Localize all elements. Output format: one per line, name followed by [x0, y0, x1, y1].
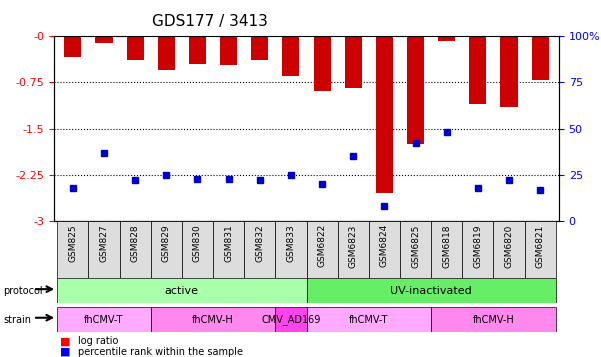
FancyBboxPatch shape [431, 307, 556, 332]
Text: GSM832: GSM832 [255, 224, 265, 265]
Bar [376, 36, 393, 193]
Bar [282, 36, 299, 76]
Text: GSM831: GSM831 [224, 224, 233, 262]
Text: percentile rank within the sample: percentile rank within the sample [78, 347, 243, 357]
Bar [96, 36, 112, 43]
Text: GSM833: GSM833 [286, 224, 296, 265]
Text: fhCMV-H: fhCMV-H [192, 315, 234, 325]
Text: UV-inactivated: UV-inactivated [390, 286, 472, 296]
Text: GSM828: GSM828 [130, 224, 139, 262]
FancyBboxPatch shape [369, 221, 400, 278]
FancyBboxPatch shape [151, 221, 182, 278]
Text: ■: ■ [60, 336, 70, 346]
Text: GSM830: GSM830 [192, 224, 203, 265]
Text: GSM831: GSM831 [224, 224, 234, 265]
FancyBboxPatch shape [57, 278, 307, 303]
Bar [64, 36, 81, 57]
Text: GSM6819: GSM6819 [473, 224, 483, 271]
Text: GSM827: GSM827 [99, 224, 108, 262]
FancyBboxPatch shape [307, 221, 338, 278]
Text: GSM829: GSM829 [161, 224, 171, 265]
Bar [314, 36, 331, 91]
Bar [345, 36, 362, 88]
FancyBboxPatch shape [307, 307, 431, 332]
FancyBboxPatch shape [57, 307, 151, 332]
Text: GSM833: GSM833 [287, 224, 296, 262]
Text: ■: ■ [60, 347, 70, 357]
Text: GSM6818: GSM6818 [442, 224, 451, 268]
Text: GSM6821: GSM6821 [535, 224, 545, 271]
Text: strain: strain [3, 315, 31, 325]
Text: GSM6820: GSM6820 [505, 224, 514, 267]
Text: GSM825: GSM825 [68, 224, 78, 265]
Bar [251, 36, 268, 60]
Text: protocol: protocol [3, 286, 43, 296]
Text: GSM832: GSM832 [255, 224, 264, 262]
Text: GSM6823: GSM6823 [348, 224, 358, 271]
Text: GSM829: GSM829 [162, 224, 171, 262]
FancyBboxPatch shape [462, 221, 493, 278]
Bar [501, 36, 517, 107]
FancyBboxPatch shape [493, 221, 525, 278]
Text: log ratio: log ratio [78, 336, 118, 346]
FancyBboxPatch shape [57, 221, 88, 278]
Bar [438, 36, 456, 41]
Text: active: active [165, 286, 199, 296]
Text: GSM6821: GSM6821 [535, 224, 545, 267]
Text: GSM6824: GSM6824 [380, 224, 389, 267]
Bar [189, 36, 206, 64]
Text: GSM6818: GSM6818 [442, 224, 452, 271]
FancyBboxPatch shape [338, 221, 369, 278]
Text: GSM828: GSM828 [130, 224, 140, 265]
FancyBboxPatch shape [431, 221, 462, 278]
FancyBboxPatch shape [213, 221, 244, 278]
Text: fhCMV-T: fhCMV-T [349, 315, 388, 325]
Bar [127, 36, 144, 60]
Text: GSM827: GSM827 [99, 224, 109, 265]
Text: fhCMV-H: fhCMV-H [472, 315, 514, 325]
Text: GSM6820: GSM6820 [504, 224, 514, 271]
FancyBboxPatch shape [88, 221, 120, 278]
Text: fhCMV-T: fhCMV-T [84, 315, 124, 325]
Text: GSM825: GSM825 [69, 224, 78, 262]
Bar [220, 36, 237, 65]
FancyBboxPatch shape [307, 278, 556, 303]
Text: GDS177 / 3413: GDS177 / 3413 [153, 14, 268, 29]
Bar [157, 36, 175, 70]
FancyBboxPatch shape [244, 221, 275, 278]
Text: GSM6825: GSM6825 [411, 224, 420, 267]
Text: GSM6823: GSM6823 [349, 224, 358, 267]
Text: GSM6819: GSM6819 [474, 224, 483, 268]
Text: GSM6824: GSM6824 [379, 224, 389, 271]
Text: GSM6822: GSM6822 [317, 224, 327, 271]
FancyBboxPatch shape [120, 221, 151, 278]
FancyBboxPatch shape [182, 221, 213, 278]
FancyBboxPatch shape [400, 221, 431, 278]
Bar [532, 36, 549, 80]
Bar [407, 36, 424, 144]
Text: CMV_AD169: CMV_AD169 [261, 314, 320, 325]
Text: GSM6825: GSM6825 [410, 224, 421, 271]
Text: GSM6822: GSM6822 [317, 224, 326, 267]
Text: GSM830: GSM830 [193, 224, 202, 262]
FancyBboxPatch shape [275, 307, 307, 332]
FancyBboxPatch shape [525, 221, 556, 278]
FancyBboxPatch shape [151, 307, 275, 332]
Bar [469, 36, 486, 104]
FancyBboxPatch shape [275, 221, 307, 278]
